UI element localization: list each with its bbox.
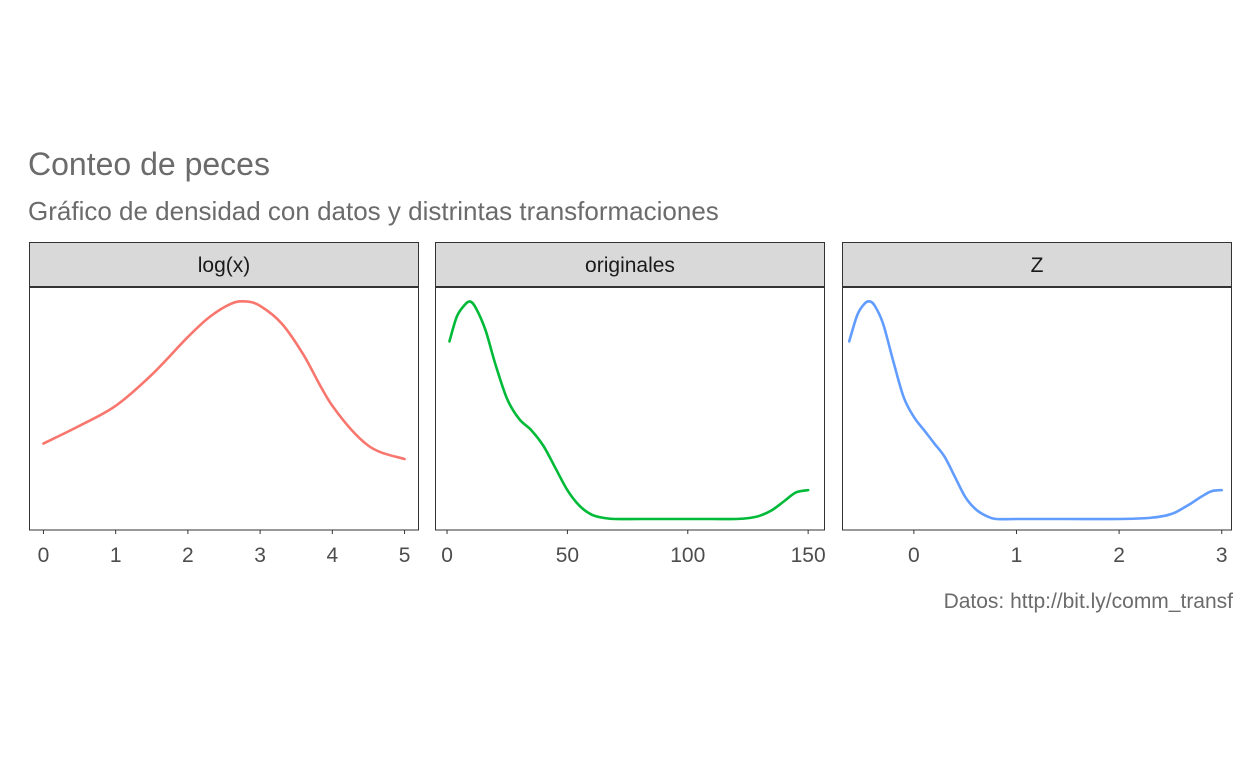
density-line bbox=[42, 299, 406, 461]
facet-strip bbox=[435, 242, 825, 288]
x-tick-label: 100 bbox=[670, 544, 705, 567]
x-tick-label: 2 bbox=[1113, 544, 1125, 567]
facet-panel-3: Z 0 1 2 3 bbox=[842, 242, 1232, 567]
chart-title: Conteo de peces bbox=[28, 146, 270, 182]
x-tick-label: 1 bbox=[110, 544, 122, 567]
density-line bbox=[847, 300, 1224, 521]
x-tick-label: 150 bbox=[791, 544, 826, 567]
x-tick-label: 50 bbox=[556, 544, 579, 567]
chart-subtitle: Gráfico de densidad con datos y distrint… bbox=[28, 196, 719, 226]
facet-strip-label: Z bbox=[1031, 254, 1044, 277]
facet-panel-border bbox=[29, 286, 419, 531]
panels-layer: log(x) 0 1 2 3 4 5 originales 0 50 100 150 Z 0 1 2 3 bbox=[29, 242, 1232, 567]
facet-panel-border bbox=[842, 286, 1232, 531]
facet-strip bbox=[842, 242, 1232, 288]
facet-strip-label: originales bbox=[585, 254, 675, 277]
facet-panel-1: log(x) 0 1 2 3 4 5 bbox=[29, 242, 419, 567]
x-tick-label: 0 bbox=[441, 544, 453, 567]
facet-panel-border bbox=[435, 286, 825, 531]
x-tick-label: 2 bbox=[182, 544, 194, 567]
x-tick-label: 3 bbox=[254, 544, 266, 567]
density-line bbox=[448, 300, 810, 521]
facet-panel-2: originales 0 50 100 150 bbox=[435, 242, 826, 567]
x-tick-label: 0 bbox=[908, 544, 920, 567]
x-tick-label: 4 bbox=[326, 544, 338, 567]
x-tick-label: 3 bbox=[1216, 544, 1228, 567]
chart-caption: Datos: http://bit.ly/comm_transf bbox=[943, 590, 1233, 613]
x-tick-label: 5 bbox=[399, 544, 411, 567]
x-tick-label: 1 bbox=[1011, 544, 1023, 567]
facet-strip-label: log(x) bbox=[198, 254, 251, 277]
x-tick-label: 0 bbox=[38, 544, 50, 567]
